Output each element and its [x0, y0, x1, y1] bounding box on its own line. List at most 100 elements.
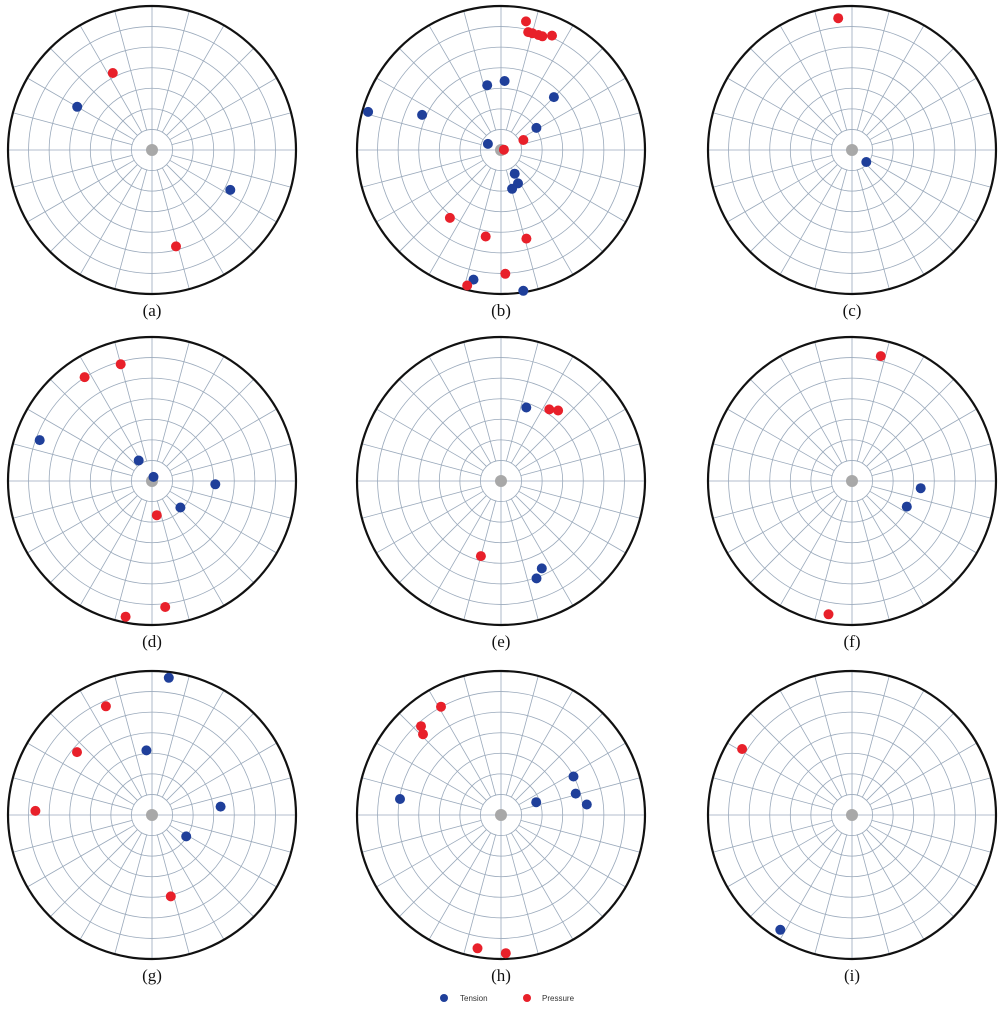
grid-spoke	[361, 443, 482, 477]
data-point-tension	[775, 924, 786, 935]
data-point-tension	[915, 483, 926, 494]
grid-spoke	[169, 159, 277, 223]
data-point-pressure	[151, 510, 162, 521]
primitive-circle	[706, 4, 998, 296]
grid-spoke	[79, 690, 143, 798]
grid-spoke	[856, 169, 890, 290]
data-point-tension	[395, 794, 405, 804]
grid-spoke	[171, 112, 292, 146]
primitive-circle	[706, 335, 998, 627]
data-point-pressure	[444, 212, 455, 223]
primitive-circle	[6, 669, 298, 961]
grid-spoke	[814, 500, 848, 621]
grid-spoke	[856, 500, 890, 621]
grid-spoke	[712, 112, 833, 146]
grid-spoke	[749, 712, 838, 801]
grid-spoke	[712, 485, 833, 519]
grid-spoke	[505, 341, 539, 462]
data-point-pressure	[521, 16, 531, 27]
grid-spoke	[27, 742, 135, 806]
grid-spoke	[361, 777, 482, 811]
data-point-pressure	[100, 701, 111, 712]
grid-spoke	[463, 169, 497, 290]
grid-spoke	[398, 495, 487, 584]
grid-spoke	[727, 408, 835, 472]
grid-spoke	[428, 167, 492, 275]
panel-label: (e)	[492, 632, 511, 651]
data-point-pressure	[107, 68, 118, 78]
data-point-pressure	[418, 729, 428, 740]
grid-spoke	[27, 159, 135, 223]
data-point-tension	[531, 122, 542, 133]
grid-spoke	[398, 378, 487, 467]
data-point-pressure	[480, 231, 491, 242]
grid-spoke	[749, 829, 838, 918]
grid-spoke	[505, 834, 539, 955]
grid-spoke	[515, 829, 604, 918]
grid-spoke	[27, 824, 135, 888]
data-point-tension	[548, 92, 559, 103]
grid-spoke	[505, 675, 539, 796]
grid-spoke	[518, 490, 626, 554]
data-point-pressure	[823, 609, 834, 620]
data-point-tension	[417, 109, 428, 120]
grid-spoke	[779, 167, 843, 275]
grid-spoke	[12, 485, 133, 519]
grid-spoke	[869, 824, 977, 888]
grid-spoke	[712, 154, 833, 188]
grid-spoke	[161, 167, 225, 275]
primitive-circle	[6, 335, 298, 627]
grid-spoke	[869, 77, 977, 141]
center-hub	[846, 475, 858, 487]
center-hub	[495, 809, 507, 821]
data-point-pressure	[537, 31, 548, 42]
center-hub	[146, 809, 158, 821]
data-point-tension	[499, 76, 510, 86]
data-point-pressure	[120, 611, 131, 622]
data-point-tension	[507, 183, 518, 194]
data-point-tension	[901, 501, 912, 512]
center-hub	[146, 144, 158, 156]
grid-spoke	[871, 112, 992, 146]
grid-spoke	[505, 500, 539, 621]
data-point-tension	[521, 402, 532, 413]
grid-spoke	[871, 443, 992, 477]
primitive-circle	[355, 669, 647, 961]
grid-spoke	[428, 25, 492, 133]
grid-spoke	[866, 495, 955, 584]
data-point-tension	[568, 771, 579, 782]
grid-spoke	[856, 341, 890, 462]
grid-spoke	[866, 164, 955, 253]
stereonet-panel-f: (f)	[706, 335, 998, 651]
grid-spoke	[515, 712, 604, 801]
grid-spoke	[156, 10, 190, 131]
grid-spoke	[166, 47, 255, 136]
grid-spoke	[510, 356, 574, 464]
grid-spoke	[166, 378, 255, 467]
grid-spoke	[398, 164, 487, 253]
grid-spoke	[79, 832, 143, 940]
panel-label: (g)	[142, 966, 162, 985]
data-point-tension	[363, 106, 374, 117]
legend-label-pressure: Pressure	[542, 994, 575, 1003]
data-point-pressure	[416, 721, 426, 732]
grid-spoke	[727, 742, 835, 806]
data-point-pressure	[472, 943, 483, 954]
grid-spoke	[376, 742, 484, 806]
data-point-tension	[148, 471, 159, 482]
data-point-pressure	[165, 891, 176, 902]
grid-spoke	[79, 25, 143, 133]
data-point-tension	[531, 573, 542, 584]
grid-spoke	[12, 112, 133, 146]
data-point-tension	[225, 184, 236, 195]
data-point-tension	[215, 801, 226, 812]
grid-spoke	[861, 25, 925, 133]
grid-spoke	[861, 690, 925, 798]
panel-label: (d)	[142, 632, 162, 651]
grid-spoke	[520, 443, 641, 477]
primitive-circle	[355, 4, 647, 296]
center-hub	[495, 475, 507, 487]
legend-marker-tension	[440, 994, 448, 1002]
grid-spoke	[161, 25, 225, 133]
